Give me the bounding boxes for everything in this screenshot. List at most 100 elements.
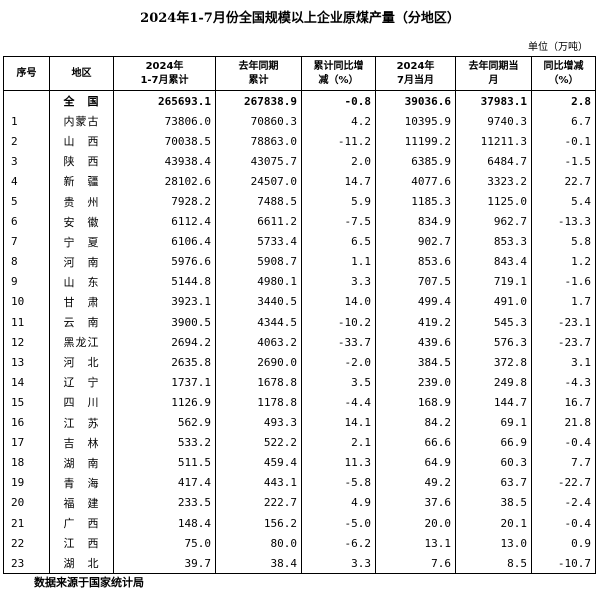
cell-month-yoy: 6.7 [531,111,596,132]
cell-cum2024: 7928.2 [113,191,216,212]
cell-cum-yoy: 2.0 [301,151,376,172]
cell-region: 青 海 [49,472,114,493]
header-cum-last: 去年同期 累计 [215,56,302,91]
cell-cum-yoy: -4.4 [301,392,376,413]
cell-month2024: 39036.6 [375,90,456,112]
cell-index: 1 [3,111,50,132]
cell-region: 河 南 [49,251,114,272]
cell-month2024: 1185.3 [375,191,456,212]
cell-cum-last: 78863.0 [215,131,302,152]
cell-month-yoy: -23.7 [531,332,596,353]
cell-month2024: 66.6 [375,432,456,453]
header-cum-yoy: 累计同比增 减（%） [301,56,376,91]
cell-cum-yoy: -33.7 [301,332,376,353]
cell-month2024: 49.2 [375,472,456,493]
table-row: 21 广 西 148.4 156.2 -5.0 20.0 20.1 -0.4 [3,512,596,534]
source-note: 数据来源于国家统计局 [34,576,144,589]
cell-cum-yoy: -6.2 [301,533,376,554]
cell-cum-last: 80.0 [215,533,302,554]
cell-index: 19 [3,472,50,493]
cell-cum-last: 1678.8 [215,372,302,393]
cell-index: 6 [3,211,50,232]
cell-cum-yoy: 3.3 [301,553,376,575]
cell-month-last: 719.1 [455,271,532,292]
cell-region: 广 西 [49,512,114,534]
cell-cum2024: 28102.6 [113,171,216,192]
cell-month-last: 853.3 [455,231,532,252]
cell-month-yoy: 3.1 [531,352,596,373]
cell-cum2024: 75.0 [113,533,216,554]
cell-cum-last: 7488.5 [215,191,302,212]
header-region: 地区 [49,56,114,91]
cell-month2024: 6385.9 [375,151,456,172]
cell-region: 贵 州 [49,191,114,212]
cell-month-last: 545.3 [455,312,532,333]
cell-month2024: 168.9 [375,392,456,413]
cell-month2024: 20.0 [375,512,456,534]
table-header-row: 序号 地区 2024年 1-7月累计 去年同期 累计 累计同比增 减（%） 2024年… [3,56,596,91]
cell-month-last: 11211.3 [455,131,532,152]
cell-cum-yoy: 2.1 [301,432,376,453]
cell-month-last: 843.4 [455,251,532,272]
cell-month-last: 63.7 [455,472,532,493]
table-row: 10 甘 肃 3923.1 3440.5 14.0 499.4 491.0 1.7 [3,291,596,313]
cell-month2024: 902.7 [375,231,456,252]
cell-month2024: 4077.6 [375,171,456,192]
cell-month2024: 84.2 [375,412,456,433]
cell-region: 山 东 [49,271,114,292]
cell-cum2024: 2694.2 [113,332,216,353]
cell-cum-yoy: -11.2 [301,131,376,152]
cell-index: 22 [3,533,50,554]
cell-cum-yoy: -5.0 [301,512,376,534]
cell-index: 3 [3,151,50,172]
cell-index: 13 [3,352,50,373]
cell-cum-last: 493.3 [215,412,302,433]
cell-cum-last: 443.1 [215,472,302,493]
cell-month-yoy: -0.4 [531,432,596,453]
cell-region: 全 国 [49,90,114,112]
cell-cum-yoy: 5.9 [301,191,376,212]
table-row: 15 四 川 1126.9 1178.8 -4.4 168.9 144.7 16.7 [3,392,596,413]
cell-month-last: 9740.3 [455,111,532,132]
cell-month2024: 13.1 [375,533,456,554]
cell-region: 内蒙古 [49,111,114,132]
header-index: 序号 [3,56,50,91]
cell-month-yoy: 7.7 [531,452,596,473]
cell-cum-yoy: -7.5 [301,211,376,232]
cell-cum-yoy: -5.8 [301,472,376,493]
cell-month-last: 66.9 [455,432,532,453]
cell-month2024: 707.5 [375,271,456,292]
cell-cum-last: 222.7 [215,492,302,513]
cell-month2024: 11199.2 [375,131,456,152]
cell-cum-last: 4344.5 [215,312,302,333]
cell-cum2024: 5976.6 [113,251,216,272]
cell-cum2024: 70038.5 [113,131,216,152]
cell-month-yoy: 1.2 [531,251,596,272]
cell-index: 4 [3,171,50,192]
cell-month-last: 37983.1 [455,90,532,112]
cell-month2024: 10395.9 [375,111,456,132]
cell-month-last: 144.7 [455,392,532,413]
cell-month-last: 20.1 [455,512,532,534]
cell-cum-yoy: -0.8 [301,90,376,112]
cell-cum-last: 156.2 [215,512,302,534]
cell-month-last: 60.3 [455,452,532,473]
table-row-total: 全 国 265693.1 267838.9 -0.8 39036.6 37983… [3,90,596,112]
table-row: 23 湖 北 39.7 38.4 3.3 7.6 8.5 -10.7 [3,553,596,575]
cell-cum2024: 3900.5 [113,312,216,333]
cell-month-yoy: -23.1 [531,312,596,333]
cell-cum2024: 73806.0 [113,111,216,132]
cell-index: 18 [3,452,50,473]
cell-cum2024: 1126.9 [113,392,216,413]
table-row: 22 江 西 75.0 80.0 -6.2 13.1 13.0 0.9 [3,533,596,554]
cell-cum-yoy: 4.2 [301,111,376,132]
table-row: 20 福 建 233.5 222.7 4.9 37.6 38.5 -2.4 [3,492,596,513]
cell-month-yoy: 0.9 [531,533,596,554]
cell-region: 黑龙江 [49,332,114,353]
cell-index [3,90,50,112]
cell-cum-last: 43075.7 [215,151,302,172]
cell-region: 江 苏 [49,412,114,433]
